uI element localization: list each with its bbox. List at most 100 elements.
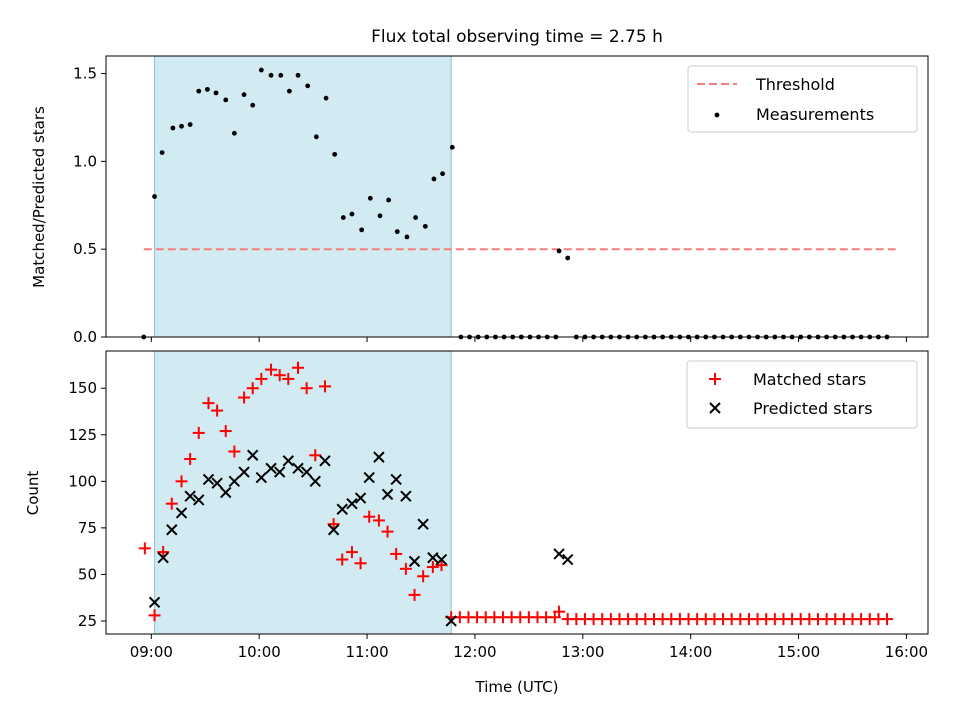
bottom-observing-window-span: [154, 351, 452, 634]
matched-star-point: [300, 382, 313, 395]
bottom-legend: Matched stars Predicted stars: [686, 360, 918, 429]
bottom-x-tick-label: 12:00: [453, 643, 496, 661]
measurement-point: [295, 72, 301, 78]
measurement-point: [205, 86, 210, 92]
predicted-star-point: [292, 462, 304, 475]
measurement-point: [394, 229, 400, 235]
measurement-point: [313, 134, 319, 140]
bottom-y-ticks: 25 50 75 100 125 150: [68, 379, 106, 630]
bottom-y-tick-label: 50: [78, 565, 97, 583]
matched-star-point: [426, 560, 439, 573]
top-legend-threshold-label: Threshold: [755, 75, 835, 94]
bottom-panel: 09:00 10:00 11:00 12:00 13:00 14:00 15:00 16:00…: [24, 350, 929, 696]
top-legend-measurements-swatch: [714, 112, 720, 118]
measurement-point: [377, 213, 383, 219]
measurement-point: [386, 197, 392, 203]
matched-star-point: [175, 475, 188, 488]
predicted-star-point: [327, 524, 340, 536]
predicted-star-point: [175, 507, 188, 519]
measurement-point: [268, 72, 274, 78]
matched-star-point: [184, 452, 197, 465]
matched-star-point: [138, 542, 151, 555]
predicted-star-point: [265, 462, 277, 475]
bottom-y-axis-label: Count: [24, 471, 42, 516]
measurement-point: [213, 90, 219, 96]
matched-star-point: [292, 361, 305, 374]
predicted-star-point: [363, 471, 375, 484]
predicted-star-point: [408, 555, 421, 568]
matched-star-point: [354, 557, 367, 570]
measurement-point: [241, 92, 247, 98]
predicted-star-point: [400, 490, 412, 502]
predicted-star-point: [427, 551, 439, 564]
figure-title: Flux total observing time = 2.75 h: [371, 27, 663, 47]
top-panel: 0.0 0.5 1.0 1.5 Matched/Predicted stars Thr…: [30, 55, 929, 346]
measurement-point: [323, 95, 329, 101]
predicted-star-point: [238, 466, 250, 478]
measurement-point: [258, 67, 264, 73]
measurement-point: [231, 130, 237, 136]
predicted-star-point: [157, 551, 169, 564]
measurement-point: [286, 88, 292, 94]
predicted-star-point: [381, 488, 394, 501]
measurement-point: [170, 125, 176, 131]
measurement-point: [431, 176, 437, 182]
predicted-star-point: [309, 475, 321, 488]
measurement-point: [223, 97, 229, 103]
matched-star-point: [363, 510, 376, 523]
measurement-point: [449, 144, 455, 150]
bottom-x-tick-label: 10:00: [238, 643, 281, 661]
matched-star-point: [246, 382, 259, 395]
matched-star-point: [553, 605, 566, 618]
predicted-star-point: [202, 473, 215, 486]
matched-star-point: [157, 546, 170, 559]
bottom-legend-matched-label: Matched stars: [753, 370, 866, 389]
matched-star-point: [148, 609, 161, 622]
matched-star-point: [219, 425, 232, 438]
measurement-point: [340, 215, 346, 220]
bottom-x-tick-label: 14:00: [669, 643, 712, 661]
top-legend-box: [687, 65, 918, 133]
measurement-point: [196, 88, 202, 94]
predicted-star-point: [193, 494, 205, 506]
measurement-point: [359, 227, 365, 233]
matched-star-point: [265, 363, 278, 376]
bottom-points-layer: [138, 361, 894, 627]
matched-star-point: [336, 553, 349, 566]
bottom-x-tick-label: 15:00: [777, 643, 820, 661]
predicted-star-point: [255, 471, 268, 484]
bottom-y-tick-label: 100: [68, 472, 97, 490]
measurement-point: [367, 195, 373, 201]
matched-star-point: [192, 426, 205, 439]
bottom-legend-box: [686, 360, 918, 429]
predicted-star-point: [148, 596, 161, 609]
measurement-point: [422, 223, 428, 229]
matched-star-point: [327, 518, 340, 531]
bottom-highlight-span-layer: [154, 351, 452, 634]
matched-star-point: [211, 404, 224, 417]
bottom-x-tick-label: 11:00: [345, 643, 388, 661]
matched-star-point: [435, 559, 448, 572]
predicted-star-point: [336, 503, 348, 515]
bottom-y-tick-label: 150: [68, 379, 97, 397]
matched-star-point: [408, 588, 421, 601]
top-y-tick-label: 0.0: [73, 328, 97, 346]
matched-star-point: [309, 449, 322, 462]
matched-star-point: [282, 372, 295, 385]
bottom-x-tick-label: 09:00: [130, 643, 173, 661]
top-legend: Threshold Measurements: [687, 65, 918, 133]
measurement-point: [278, 72, 284, 78]
predicted-star-point: [184, 490, 196, 502]
predicted-star-point: [435, 553, 448, 566]
measurement-point: [349, 211, 355, 217]
measurement-point: [440, 171, 445, 177]
bottom-x-tick-label: 13:00: [561, 643, 604, 661]
top-x-ticks: [150, 337, 907, 342]
predicted-star-point: [445, 615, 457, 627]
matched-star-point: [390, 547, 403, 560]
measurement-point: [332, 151, 338, 157]
predicted-star-point: [211, 477, 223, 489]
matched-star-point: [399, 562, 412, 575]
bottom-axes-frame: [105, 350, 929, 635]
